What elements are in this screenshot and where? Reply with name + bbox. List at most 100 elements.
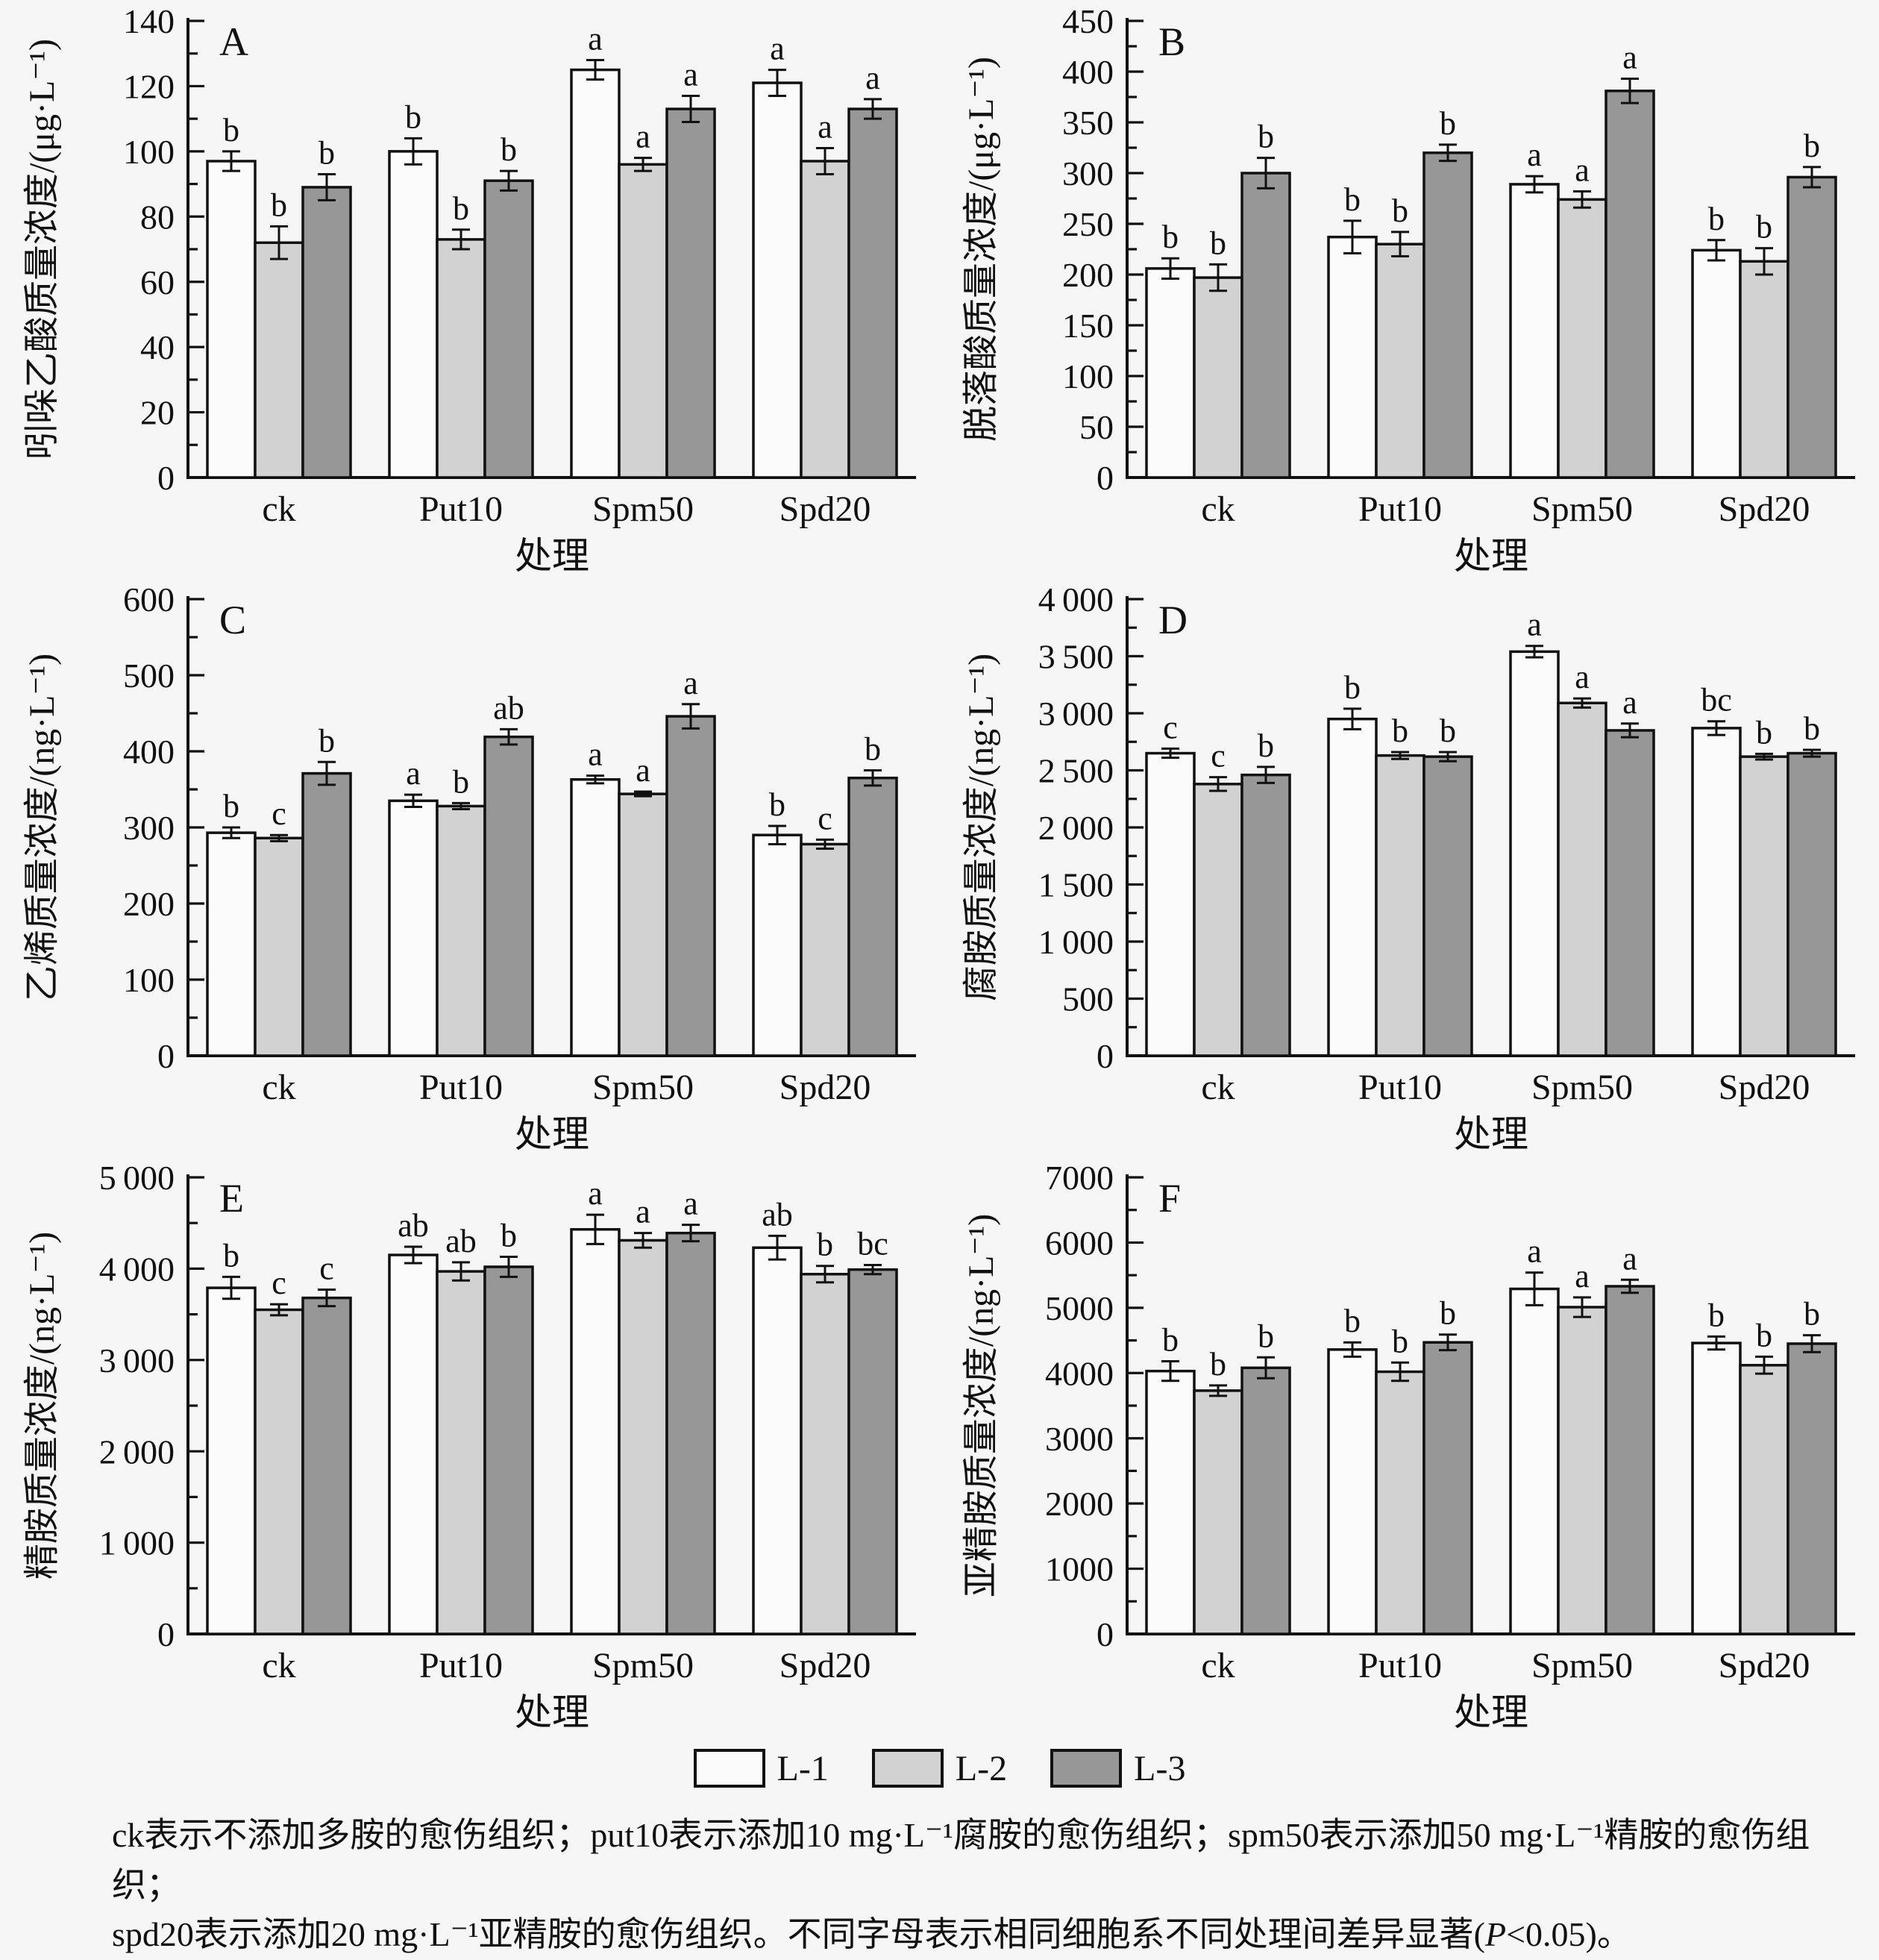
sig-letter: b <box>1344 669 1361 706</box>
y-tick-label: 600 <box>123 580 175 619</box>
sig-letter: c <box>818 800 832 836</box>
panel-letter: E <box>219 1176 244 1221</box>
y-axis-title: 吲哚乙酸质量浓度/(μg·L⁻¹) <box>22 39 62 460</box>
bar-L-3-Put10 <box>483 179 534 479</box>
x-category-label: ck <box>1201 1646 1235 1685</box>
sig-letter: b <box>1344 1303 1361 1339</box>
y-tick-label: 300 <box>123 809 175 847</box>
y-tick-label: 2 500 <box>1038 752 1114 790</box>
error-bar <box>222 1275 240 1300</box>
y-tick-label: 3 000 <box>99 1341 175 1380</box>
bar-L-1-Spd20 <box>1691 727 1742 1057</box>
sig-letter: a <box>1622 1240 1637 1277</box>
x-category-label: Spm50 <box>592 1068 694 1107</box>
error-bar <box>586 58 604 81</box>
x-category-label: ck <box>1201 489 1235 529</box>
bar-L-1-Spm50 <box>570 777 621 1057</box>
bar-L-3-Spd20 <box>847 107 898 479</box>
error-bar <box>1439 751 1457 763</box>
legend-item-l1: L-1 <box>693 1748 829 1789</box>
bar-L-3-Spm50 <box>1604 90 1655 479</box>
error-bar <box>500 169 518 192</box>
sig-letter: b <box>453 190 469 227</box>
legend-swatch-l3-icon <box>1050 1749 1123 1788</box>
y-ticks <box>1127 598 1144 1057</box>
y-tick-label: 450 <box>1062 2 1114 40</box>
y-tick-label: 350 <box>1062 104 1114 142</box>
error-bar <box>1755 1355 1773 1375</box>
y-axis-title: 亚精胺质量浓度/(ng·L⁻¹) <box>962 1214 1001 1597</box>
sig-letter: b <box>1258 1318 1274 1354</box>
error-bar <box>1755 247 1773 276</box>
sig-letter: b <box>1210 1346 1226 1383</box>
bar-L-2-Spm50 <box>1557 198 1607 479</box>
bar-L-1-Spd20 <box>752 1246 803 1635</box>
bar-L-3-ck <box>301 1296 352 1635</box>
bar-L-2-Spd20 <box>800 842 850 1057</box>
error-bar <box>452 801 470 811</box>
error-bar <box>1439 143 1457 163</box>
bar-L-3-Spd20 <box>847 776 898 1057</box>
bar-L-2-Spm50 <box>618 163 668 479</box>
sig-letter: a <box>865 60 880 96</box>
sig-letter: a <box>1575 659 1590 695</box>
error-bar <box>1803 166 1821 189</box>
error-bar <box>222 826 240 839</box>
panel-letter: F <box>1158 1176 1181 1221</box>
x-category-label: Put10 <box>419 1646 503 1685</box>
bar-L-2-ck <box>1193 276 1243 479</box>
bar-L-1-Spm50 <box>570 1228 621 1635</box>
sig-letter: b <box>501 131 517 168</box>
sig-letter: a <box>1575 1258 1590 1294</box>
bar-L-3-Put10 <box>483 1265 534 1635</box>
error-bar <box>1343 1341 1361 1358</box>
bar-L-2-ck <box>254 241 304 479</box>
y-tick-label: 2 000 <box>1038 809 1114 847</box>
panel-letter: B <box>1158 19 1185 64</box>
bar-L-3-Spm50 <box>665 715 716 1057</box>
sig-letter: a <box>683 57 698 93</box>
sig-letter: b <box>1210 225 1226 261</box>
caption-line-2-post: <0.05)。 <box>1506 1915 1631 1954</box>
sig-letter: ab <box>398 1207 429 1244</box>
error-bar <box>682 95 700 124</box>
y-tick-label: 1 500 <box>1038 866 1114 904</box>
error-bar <box>1707 239 1725 262</box>
sig-letter: b <box>769 786 785 823</box>
y-tick-label: 150 <box>1062 307 1114 345</box>
y-tick-label: 4 000 <box>99 1250 175 1289</box>
error-bar <box>1161 1360 1179 1383</box>
y-tick-label: 0 <box>157 459 175 497</box>
bar-L-3-Put10 <box>483 735 534 1057</box>
y-tick-label: 40 <box>140 328 175 366</box>
error-bar <box>864 98 882 120</box>
bar-L-3-Spd20 <box>1787 1342 1837 1635</box>
error-bar <box>682 1224 700 1243</box>
error-bar <box>1209 776 1227 792</box>
sig-letter: a <box>1527 1233 1542 1270</box>
error-bar <box>586 1213 604 1245</box>
error-bar <box>270 1303 288 1317</box>
bar-L-1-Spm50 <box>1509 183 1560 479</box>
sig-letter: b <box>223 112 239 148</box>
error-bar <box>1439 1333 1457 1352</box>
panel-D: 0 500 1 000 1 500 2 000 2 500 3 000 3 500 4 000 D… <box>939 578 1879 1156</box>
sig-letter: a <box>406 755 421 792</box>
error-bar <box>318 1289 336 1308</box>
bar-L-1-Spm50 <box>1509 650 1560 1057</box>
y-tick-label: 60 <box>140 263 175 301</box>
caption-p-symbol: P <box>1485 1915 1507 1954</box>
figure-caption: ck表示不添加多胺的愈伤组织；put10表示添加10 mg·L⁻¹腐胺的愈伤组织… <box>0 1800 1879 1960</box>
x-category-label: Spm50 <box>592 1646 694 1685</box>
sig-letter: b <box>405 98 421 135</box>
bar-L-2-Put10 <box>436 238 486 479</box>
error-bar <box>1525 1271 1543 1306</box>
bar-L-2-ck <box>1193 1389 1243 1635</box>
x-category-label: ck <box>262 489 295 529</box>
x-category-label: Put10 <box>419 1068 503 1107</box>
y-tick-label: 0 <box>1097 1615 1114 1653</box>
bar-L-1-Spd20 <box>752 81 803 479</box>
sig-letter: a <box>588 20 603 57</box>
bar-L-2-Spd20 <box>1739 260 1789 479</box>
